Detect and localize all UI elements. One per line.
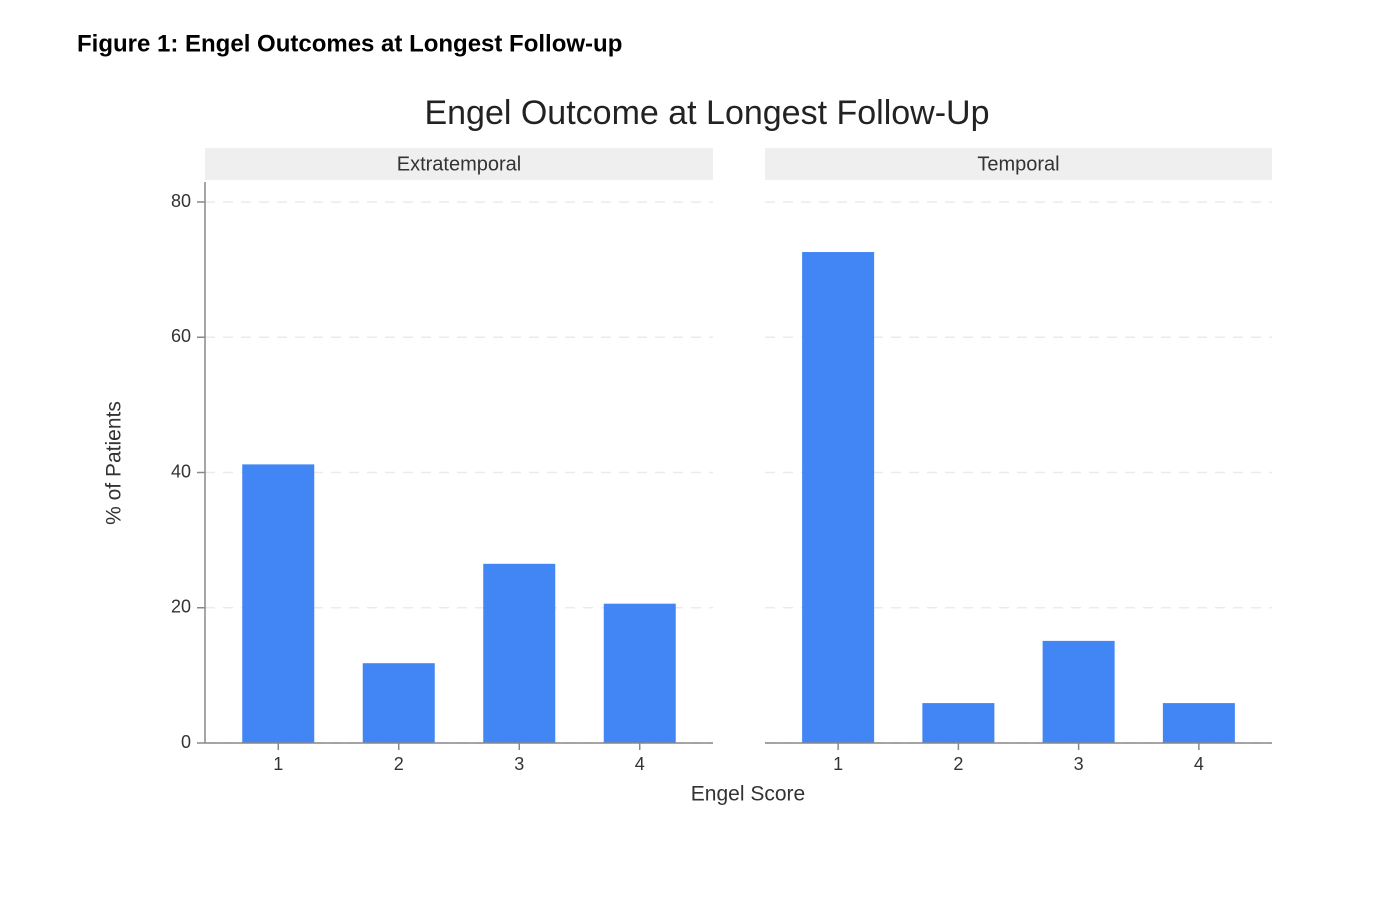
bar: [483, 563, 556, 743]
panel-strip: [205, 148, 713, 180]
x-tick-label: 3: [1074, 754, 1084, 774]
panel-title: Extratemporal: [397, 153, 522, 175]
x-tick-label: 1: [273, 754, 283, 774]
panel-title: Temporal: [977, 153, 1059, 175]
y-tick-label: 40: [171, 461, 191, 481]
x-tick-label: 4: [635, 754, 645, 774]
x-tick-label: 1: [833, 754, 843, 774]
x-tick-label: 3: [514, 754, 524, 774]
bar: [802, 252, 875, 744]
panel-strip: [765, 148, 1272, 180]
y-tick-label: 60: [171, 326, 191, 346]
y-tick-label: 0: [181, 732, 191, 752]
bar: [1042, 640, 1115, 743]
x-axis-label: Engel Score: [691, 783, 805, 806]
bar: [922, 703, 995, 743]
y-tick-label: 20: [171, 597, 191, 617]
x-tick-label: 4: [1194, 754, 1204, 774]
y-axis-label: % of Patients: [103, 401, 126, 525]
chart-title: Engel Outcome at Longest Follow-Up: [424, 94, 989, 132]
y-tick-label: 80: [171, 191, 191, 211]
bar: [603, 603, 676, 743]
bar: [362, 663, 435, 743]
bar: [242, 464, 315, 743]
bar: [1162, 703, 1235, 743]
x-tick-label: 2: [953, 754, 963, 774]
figure-caption: Figure 1: Engel Outcomes at Longest Foll…: [77, 30, 622, 57]
x-tick-label: 2: [394, 754, 404, 774]
